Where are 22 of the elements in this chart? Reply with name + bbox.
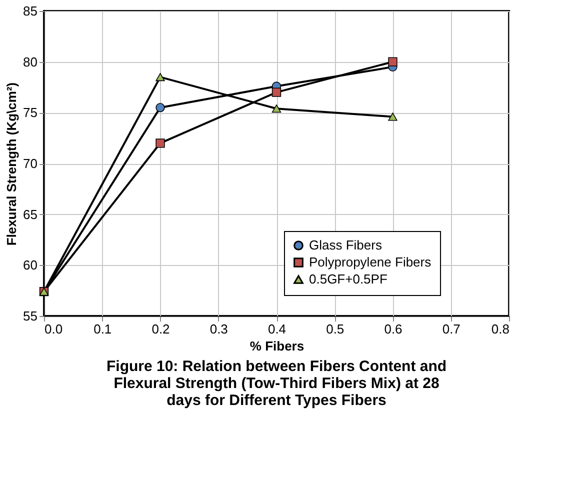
x-axis-title: % Fibers bbox=[250, 338, 304, 354]
y-tick-label: 55 bbox=[23, 308, 38, 324]
x-tick-label: 0.2 bbox=[152, 322, 170, 336]
x-tick-label: 0.4 bbox=[268, 322, 286, 336]
legend-label: Polypropylene Fibers bbox=[309, 254, 432, 270]
x-tick-label: 0.3 bbox=[210, 322, 228, 336]
x-tick-label: 0.7 bbox=[442, 322, 460, 336]
x-tick-label: 0.0 bbox=[44, 322, 63, 336]
x-tick-label: 0.8 bbox=[491, 322, 510, 336]
x-tick-label: 0.5 bbox=[326, 322, 344, 336]
text: Figure 10: Relation between Fibers Content and Flexural Strength (Tow-Third Fibers Mix) at 28 days for Different Types Fibers bbox=[106, 358, 447, 409]
x-tick-label: 0.6 bbox=[384, 322, 402, 336]
y-tick-label: 75 bbox=[23, 105, 38, 120]
y-tick-label: 80 bbox=[23, 54, 38, 70]
y-tick-label: 65 bbox=[23, 206, 38, 222]
legend-label: 0.5GF+0.5PF bbox=[309, 272, 388, 286]
x-tick-label: 0.1 bbox=[94, 322, 112, 336]
y-tick-label: 70 bbox=[23, 156, 38, 171]
y-tick-label: 85 bbox=[23, 4, 38, 18]
y-tick-label: 60 bbox=[23, 258, 38, 273]
y-axis-title: Flexural Strength (Kg\cm²) bbox=[4, 82, 20, 246]
legend-label: Glass Fibers bbox=[309, 238, 382, 252]
